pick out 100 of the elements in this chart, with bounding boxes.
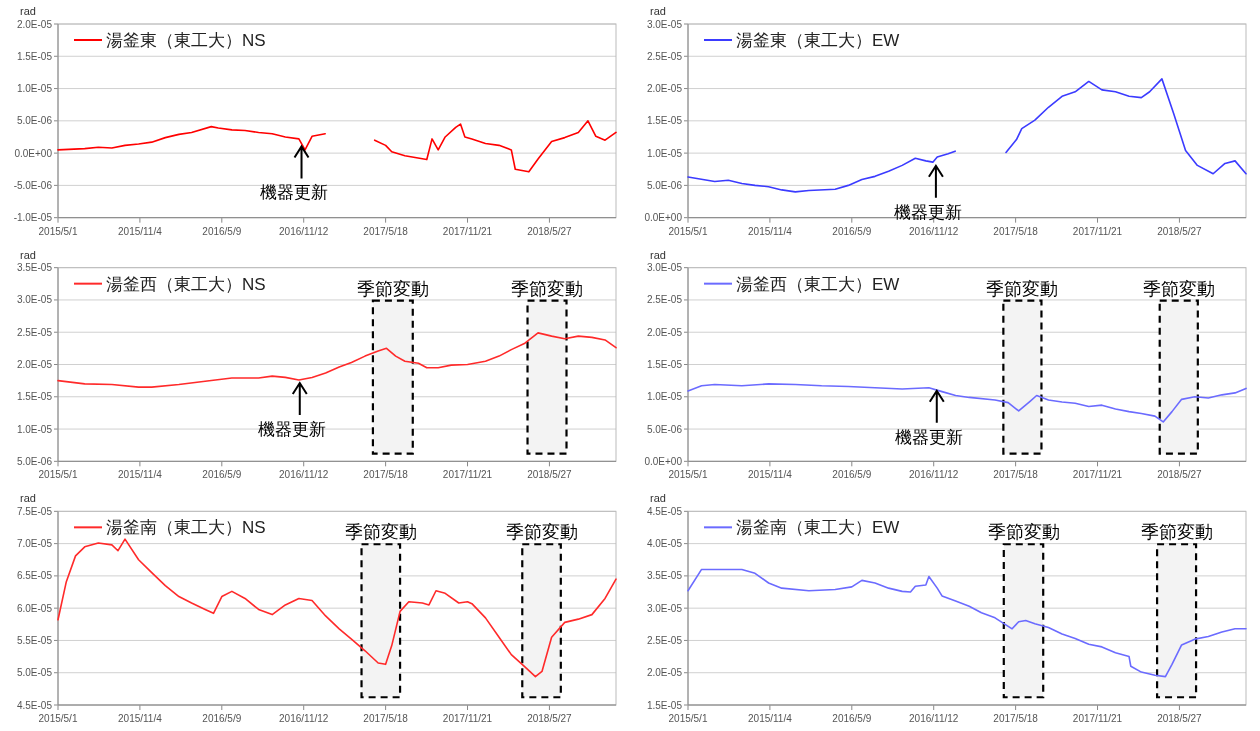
y-axis-title: rad <box>20 248 36 261</box>
x-tick-label: 2015/11/4 <box>748 713 793 724</box>
y-tick-label: 7.5E-05 <box>16 505 53 517</box>
y-tick-label: -5.0E-06 <box>13 179 53 191</box>
legend: 湯釜西（東工大）EW <box>703 274 900 294</box>
x-tick-label: 2016/5/9 <box>832 713 872 724</box>
x-tick-label: 2016/5/9 <box>832 225 872 237</box>
y-tick-label: 3.0E-05 <box>646 602 683 614</box>
x-tick-label: 2017/11/21 <box>1072 469 1123 481</box>
x-tick-label: 2015/11/4 <box>118 469 163 481</box>
y-axis-title: rad <box>650 5 666 17</box>
y-axis-title: rad <box>20 492 36 505</box>
band-label: 季節変動 <box>505 522 578 543</box>
y-tick-label: 3.0E-05 <box>646 18 683 30</box>
x-tick-label: 2015/11/4 <box>118 713 163 724</box>
x-tick-label: 2017/11/21 <box>442 713 493 724</box>
y-tick-label: 4.5E-05 <box>646 505 683 517</box>
y-tick-label: 3.0E-05 <box>16 294 53 306</box>
y-tick-label: 2.5E-05 <box>16 326 53 338</box>
y-tick-label: 6.0E-05 <box>16 602 53 614</box>
y-tick-label: 4.0E-05 <box>646 538 683 550</box>
x-tick-label: 2015/11/4 <box>748 469 793 481</box>
y-tick-label: 1.5E-05 <box>646 115 683 127</box>
y-tick-label: 4.5E-05 <box>16 699 53 711</box>
annotation: 機器更新 <box>259 183 328 203</box>
legend-label: 湯釜南（東工大）NS <box>106 518 266 538</box>
annotation: 機器更新 <box>893 202 962 222</box>
y-tick-label: 1.5E-05 <box>16 50 53 62</box>
x-tick-label: 2016/5/9 <box>202 469 242 481</box>
legend-label: 湯釜東（東工大）NS <box>106 31 266 50</box>
x-tick-label: 2017/5/18 <box>993 713 1039 724</box>
y-tick-label: 5.0E-06 <box>646 423 683 435</box>
annotation: 機器更新 <box>257 419 326 439</box>
y-axis-title: rad <box>650 248 666 261</box>
annotation: 機器更新 <box>894 427 963 447</box>
legend-label: 湯釜東（東工大）EW <box>736 31 900 50</box>
x-tick-label: 2017/5/18 <box>993 469 1039 481</box>
y-tick-label: 2.0E-05 <box>646 83 683 95</box>
x-tick-label: 2018/5/27 <box>1157 713 1203 724</box>
x-tick-label: 2018/5/27 <box>1157 469 1203 481</box>
x-tick-label: 2015/5/1 <box>38 225 78 237</box>
x-tick-label: 2018/5/27 <box>1157 225 1203 237</box>
x-tick-label: 2016/11/12 <box>279 225 329 237</box>
x-tick-label: 2015/11/4 <box>748 225 793 237</box>
y-tick-label: 5.5E-05 <box>16 634 53 646</box>
x-tick-label: 2018/5/27 <box>527 469 573 481</box>
y-tick-label: 5.0E-06 <box>16 455 53 467</box>
y-tick-label: 3.0E-05 <box>646 262 683 274</box>
x-tick-label: 2017/11/21 <box>1072 713 1123 724</box>
x-tick-label: 2015/5/1 <box>38 469 78 481</box>
y-tick-label: 2.0E-05 <box>16 18 53 30</box>
y-axis-title: rad <box>20 5 36 17</box>
x-tick-label: 2016/11/12 <box>909 713 959 724</box>
band-label: 季節変動 <box>511 278 584 299</box>
x-tick-label: 2017/5/18 <box>363 713 409 724</box>
y-tick-label: 2.5E-05 <box>646 50 683 62</box>
x-tick-label: 2016/5/9 <box>202 713 242 724</box>
x-tick-label: 2016/5/9 <box>832 469 872 481</box>
x-tick-label: 2018/5/27 <box>527 713 573 724</box>
legend: 湯釜南（東工大）NS <box>73 518 266 538</box>
y-tick-label: 1.5E-05 <box>646 699 683 711</box>
y-tick-label: 0.0E+00 <box>14 147 53 159</box>
x-tick-label: 2017/5/18 <box>363 225 409 237</box>
band-label: 季節変動 <box>1140 522 1213 543</box>
y-axis-title: rad <box>650 492 666 505</box>
x-tick-label: 2015/5/1 <box>668 713 708 724</box>
legend: 湯釜西（東工大）NS <box>73 274 266 294</box>
y-tick-label: 7.0E-05 <box>16 538 53 550</box>
band-label: 季節変動 <box>986 278 1059 299</box>
x-tick-label: 2015/5/1 <box>38 713 78 724</box>
y-tick-label: 1.0E-05 <box>646 147 683 159</box>
x-tick-label: 2016/5/9 <box>202 225 242 237</box>
x-tick-label: 2017/5/18 <box>993 225 1039 237</box>
y-tick-label: 1.5E-05 <box>16 391 53 403</box>
x-tick-label: 2017/5/18 <box>363 469 409 481</box>
x-tick-label: 2017/11/21 <box>1072 225 1123 237</box>
legend: 湯釜南（東工大）EW <box>703 518 900 538</box>
y-tick-label: 1.0E-05 <box>16 83 53 95</box>
legend-label: 湯釜西（東工大）NS <box>106 274 266 294</box>
band-label: 季節変動 <box>344 522 417 543</box>
x-tick-label: 2016/11/12 <box>279 469 329 481</box>
x-tick-label: 2017/11/21 <box>442 469 493 481</box>
band-label: 季節変動 <box>1142 278 1215 299</box>
band-label: 季節変動 <box>356 278 429 299</box>
x-tick-label: 2016/11/12 <box>909 225 959 237</box>
y-tick-label: 3.5E-05 <box>646 570 683 582</box>
legend-label: 湯釜南（東工大）EW <box>736 518 900 538</box>
x-tick-label: 2018/5/27 <box>527 225 573 237</box>
y-tick-label: 6.5E-05 <box>16 570 53 582</box>
band-label: 季節変動 <box>987 522 1060 543</box>
x-tick-label: 2015/5/1 <box>668 225 708 237</box>
y-tick-label: 2.5E-05 <box>646 634 683 646</box>
y-tick-label: 5.0E-06 <box>646 179 683 191</box>
x-tick-label: 2016/11/12 <box>909 469 959 481</box>
y-tick-label: 2.0E-05 <box>646 667 683 679</box>
y-tick-label: -1.0E-05 <box>13 212 53 224</box>
y-tick-label: 2.5E-05 <box>646 294 683 306</box>
y-tick-label: 5.0E-05 <box>16 667 53 679</box>
legend: 湯釜東（東工大）EW <box>703 31 900 50</box>
y-tick-label: 2.0E-05 <box>646 326 683 338</box>
